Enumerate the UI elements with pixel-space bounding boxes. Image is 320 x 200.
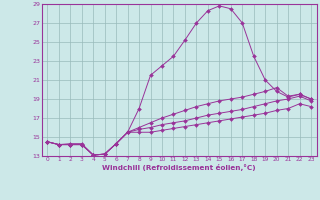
X-axis label: Windchill (Refroidissement éolien,°C): Windchill (Refroidissement éolien,°C) xyxy=(102,164,256,171)
